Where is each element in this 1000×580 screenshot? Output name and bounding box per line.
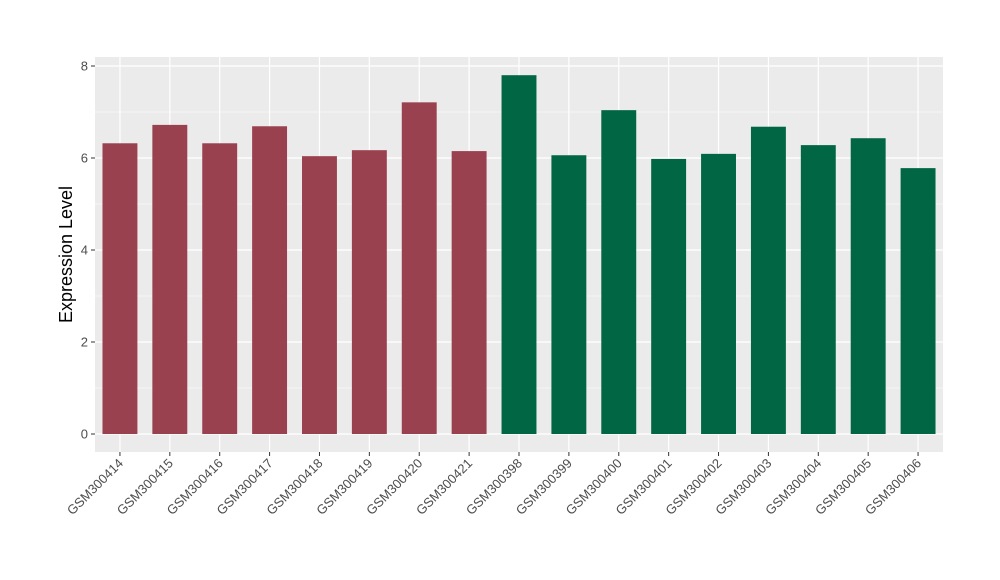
y-axis: 0 2 4 6 8 — [81, 59, 95, 442]
bar-GSM300418 — [302, 156, 337, 434]
y-tick-label: 6 — [81, 151, 88, 166]
bar-GSM300399 — [551, 155, 587, 435]
y-tick-label: 2 — [81, 335, 88, 350]
bar-GSM300414 — [102, 143, 138, 434]
bar-GSM300415 — [152, 124, 188, 434]
bar-GSM300420 — [401, 102, 437, 434]
bars — [102, 75, 936, 435]
y-tick-label: 4 — [81, 243, 88, 258]
bar-GSM300400 — [601, 110, 637, 434]
bar-GSM300398 — [501, 75, 537, 434]
bar-GSM300421 — [451, 151, 487, 434]
bar-GSM300401 — [651, 158, 687, 435]
y-tick-label: 0 — [81, 427, 88, 442]
bar-GSM300406 — [900, 168, 936, 434]
y-axis-title: Expression Level — [56, 186, 76, 323]
bar-GSM300416 — [202, 143, 238, 434]
bar-GSM300403 — [750, 126, 786, 434]
y-tick-label: 8 — [81, 59, 88, 74]
bar-GSM300417 — [252, 126, 288, 434]
bar-GSM300402 — [701, 153, 736, 435]
x-axis: GSM300414GSM300415GSM300416GSM300417GSM3… — [64, 452, 924, 518]
bar-GSM300404 — [800, 145, 836, 434]
bar-GSM300419 — [351, 150, 387, 434]
bar-GSM300405 — [850, 138, 886, 434]
